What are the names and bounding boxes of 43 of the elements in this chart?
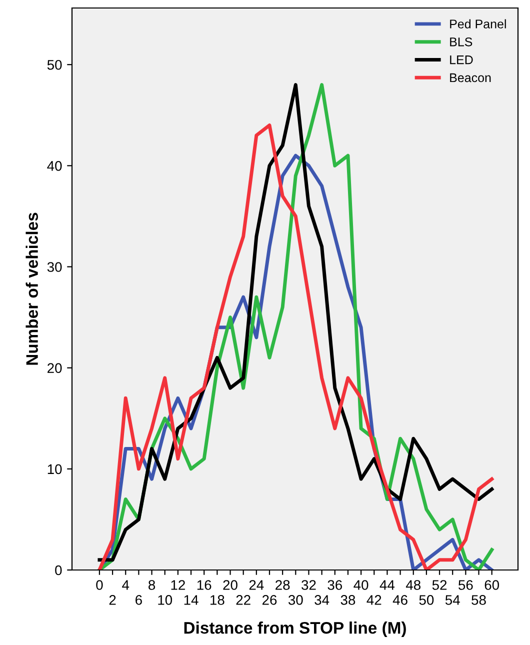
legend-label: Ped Panel bbox=[450, 19, 506, 28]
x-tick-label: 18 bbox=[210, 595, 224, 605]
x-tick-label: 24 bbox=[249, 580, 264, 590]
x-tick-label: 46 bbox=[392, 595, 408, 605]
x-tick-label: 6 bbox=[136, 595, 142, 605]
x-tick-label: 28 bbox=[276, 580, 290, 590]
x-tick-label: 0 bbox=[96, 580, 103, 590]
x-tick-label: 12 bbox=[171, 580, 185, 590]
x-tick-label: 4 bbox=[122, 580, 130, 590]
legend-label: Beacon bbox=[450, 73, 491, 82]
x-tick-label: 2 bbox=[109, 595, 116, 605]
y-tick-label: 10 bbox=[48, 464, 62, 474]
x-tick-label: 60 bbox=[484, 580, 500, 590]
legend-label: BLS bbox=[450, 37, 472, 46]
y-tick-label: 0 bbox=[55, 565, 62, 576]
y-tick-label: 20 bbox=[48, 363, 62, 374]
x-tick-label: 38 bbox=[340, 595, 356, 605]
x-tick-label: 56 bbox=[458, 580, 473, 590]
x-axis-title: Distance from STOP line (M) bbox=[184, 622, 406, 638]
x-tick-label: 50 bbox=[419, 595, 434, 605]
x-tick-label: 48 bbox=[406, 580, 420, 590]
x-tick-label: 40 bbox=[354, 580, 368, 590]
x-tick-label: 30 bbox=[288, 595, 303, 605]
x-tick-label: 8 bbox=[148, 580, 156, 590]
x-tick-label: 20 bbox=[223, 580, 238, 590]
y-tick-label: 30 bbox=[47, 262, 62, 272]
x-tick-label: 42 bbox=[366, 595, 382, 605]
legend-label: LED bbox=[450, 56, 473, 64]
y-tick-label: 50 bbox=[47, 60, 62, 70]
x-tick-label: 26 bbox=[262, 595, 277, 605]
x-tick-label: 58 bbox=[472, 595, 486, 605]
y-axis-title: Number of vehicles bbox=[26, 212, 38, 365]
y-tick-label: 40 bbox=[47, 161, 62, 171]
x-tick-label: 32 bbox=[302, 580, 316, 590]
x-tick-label: 16 bbox=[197, 580, 212, 590]
x-tick-label: 34 bbox=[314, 595, 330, 605]
x-tick-label: 14 bbox=[184, 595, 198, 605]
x-tick-label: 52 bbox=[432, 580, 447, 590]
x-tick-label: 44 bbox=[380, 580, 395, 590]
x-tick-label: 22 bbox=[236, 595, 250, 605]
x-tick-label: 54 bbox=[445, 595, 460, 605]
x-tick-label: 10 bbox=[158, 595, 172, 605]
x-tick-label: 36 bbox=[328, 580, 342, 590]
